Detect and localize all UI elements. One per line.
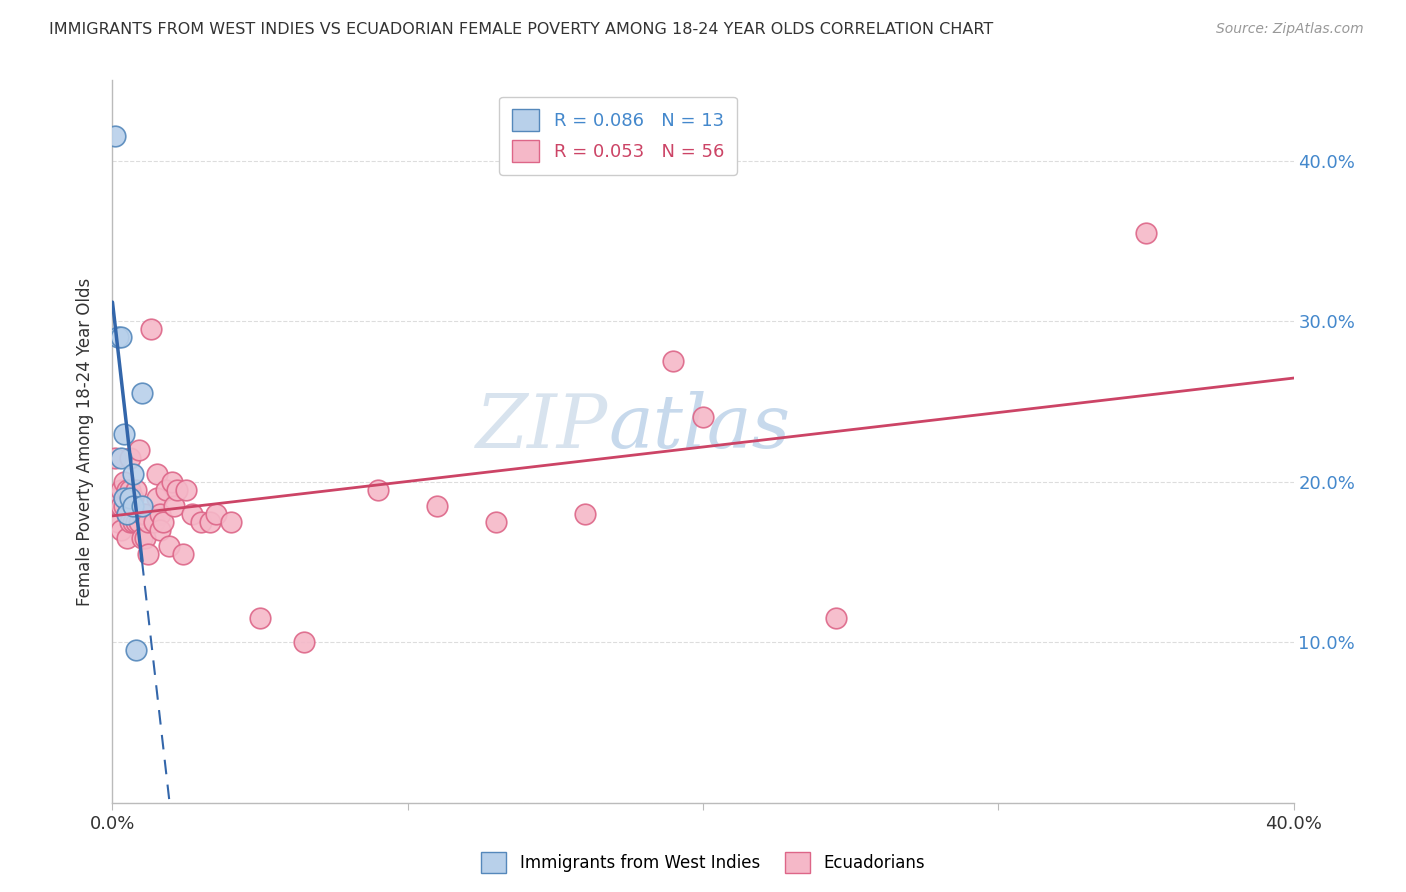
Point xyxy=(107,515,129,529)
Point xyxy=(128,515,150,529)
Point xyxy=(134,531,156,545)
Point xyxy=(136,515,159,529)
Point xyxy=(292,635,315,649)
Point xyxy=(131,507,153,521)
Point xyxy=(112,475,135,489)
Point xyxy=(662,354,685,368)
Point xyxy=(824,611,846,625)
Point xyxy=(149,507,172,521)
Point xyxy=(155,483,177,497)
Point xyxy=(163,499,186,513)
Point xyxy=(110,483,132,497)
Point xyxy=(426,499,449,513)
Point xyxy=(107,491,129,505)
Point xyxy=(107,330,129,344)
Point xyxy=(110,450,132,465)
Point xyxy=(166,483,188,497)
Point xyxy=(174,483,197,497)
Point xyxy=(117,483,138,497)
Point xyxy=(1135,226,1157,240)
Point xyxy=(131,531,153,545)
Text: atlas: atlas xyxy=(609,391,790,463)
Point xyxy=(190,515,212,529)
Point xyxy=(139,322,162,336)
Point xyxy=(485,515,508,529)
Point xyxy=(110,523,132,537)
Point xyxy=(574,507,596,521)
Point xyxy=(120,450,142,465)
Point xyxy=(146,467,169,481)
Point xyxy=(160,475,183,489)
Point xyxy=(125,483,148,497)
Point xyxy=(104,129,127,144)
Point xyxy=(157,539,180,553)
Point xyxy=(142,515,165,529)
Point xyxy=(122,515,145,529)
Point xyxy=(172,547,194,561)
Point xyxy=(136,547,159,561)
Point xyxy=(198,515,221,529)
Point xyxy=(112,499,135,513)
Point xyxy=(110,330,132,344)
Point xyxy=(117,507,138,521)
Point xyxy=(131,499,153,513)
Point xyxy=(219,515,242,529)
Legend: R = 0.086   N = 13, R = 0.053   N = 56: R = 0.086 N = 13, R = 0.053 N = 56 xyxy=(499,96,737,175)
Point xyxy=(131,386,153,401)
Point xyxy=(122,467,145,481)
Point xyxy=(128,442,150,457)
Legend: Immigrants from West Indies, Ecuadorians: Immigrants from West Indies, Ecuadorians xyxy=(475,846,931,880)
Text: Source: ZipAtlas.com: Source: ZipAtlas.com xyxy=(1216,22,1364,37)
Point xyxy=(110,499,132,513)
Point xyxy=(112,491,135,505)
Point xyxy=(122,499,145,513)
Y-axis label: Female Poverty Among 18-24 Year Olds: Female Poverty Among 18-24 Year Olds xyxy=(76,277,94,606)
Point xyxy=(181,507,204,521)
Point xyxy=(120,515,142,529)
Point xyxy=(117,507,138,521)
Point xyxy=(120,483,142,497)
Point xyxy=(120,491,142,505)
Point xyxy=(104,491,127,505)
Point xyxy=(692,410,714,425)
Point xyxy=(149,523,172,537)
Point xyxy=(122,491,145,505)
Text: IMMIGRANTS FROM WEST INDIES VS ECUADORIAN FEMALE POVERTY AMONG 18-24 YEAR OLDS C: IMMIGRANTS FROM WEST INDIES VS ECUADORIA… xyxy=(49,22,994,37)
Point xyxy=(104,450,127,465)
Point xyxy=(134,507,156,521)
Point xyxy=(367,483,389,497)
Point xyxy=(249,611,271,625)
Point xyxy=(146,491,169,505)
Point xyxy=(125,515,148,529)
Point xyxy=(205,507,228,521)
Point xyxy=(125,643,148,657)
Point xyxy=(112,426,135,441)
Text: ZIP: ZIP xyxy=(477,391,609,463)
Point xyxy=(117,531,138,545)
Point xyxy=(152,515,174,529)
